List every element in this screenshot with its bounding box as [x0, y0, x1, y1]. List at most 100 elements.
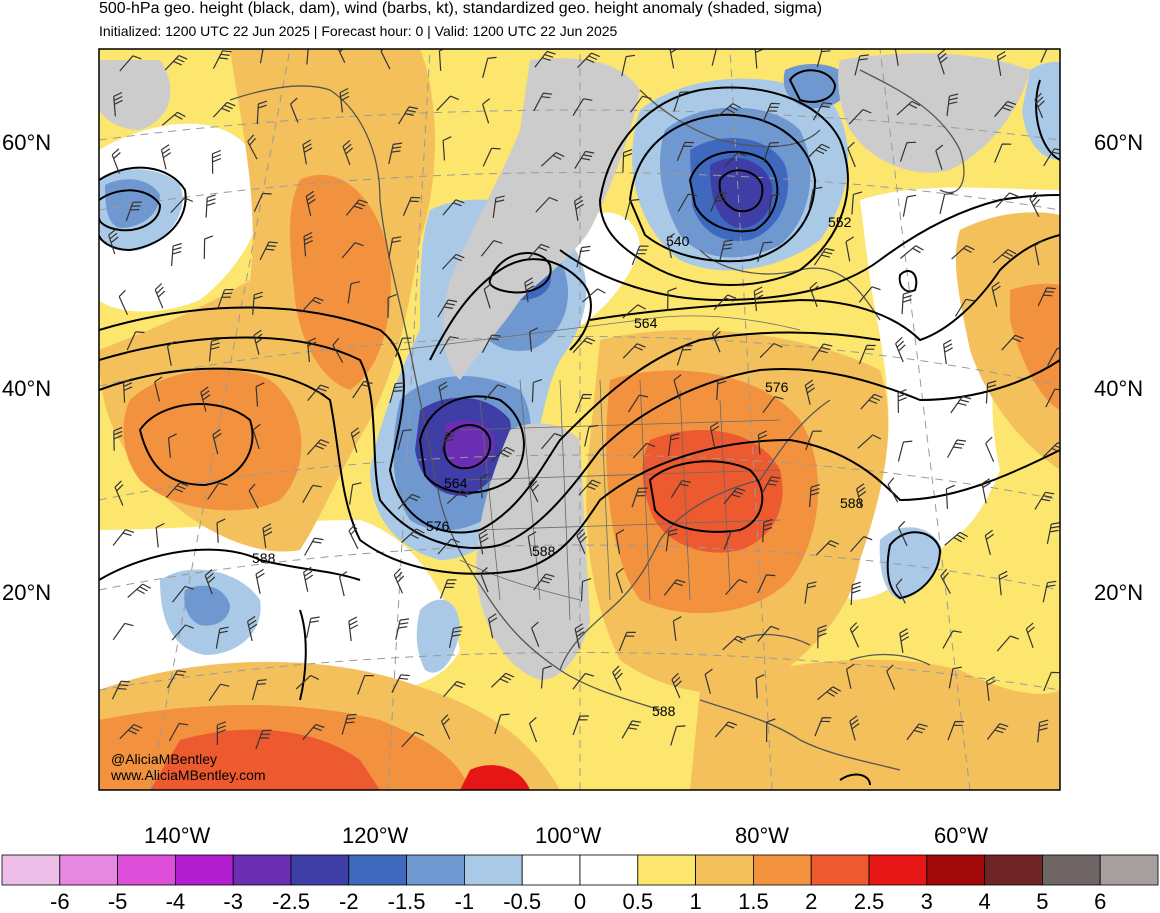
wind-barb: [857, 434, 882, 449]
colorbar-label: -6: [50, 889, 70, 913]
wind-barb: [305, 190, 316, 217]
colorbar-label: -4: [166, 889, 186, 913]
wind-barb: [761, 476, 781, 495]
wind-barb: [854, 54, 869, 76]
wind-barb: [1037, 287, 1056, 307]
wind-barb: [438, 381, 448, 407]
colorbar-swatch: [579, 854, 639, 886]
wind-barb: [441, 431, 456, 453]
colorbar: [1, 854, 1159, 886]
wind-barb: [528, 476, 540, 503]
contour-label: 564: [444, 475, 468, 491]
wind-barb: [337, 49, 346, 64]
wind-barb: [574, 623, 585, 649]
wind-barb: [533, 92, 553, 112]
wind-barb: [208, 338, 221, 362]
wind-barb: [205, 194, 216, 218]
wind-barb: [809, 281, 819, 308]
colorbar-swatch: [753, 854, 812, 886]
wind-barb: [940, 568, 951, 594]
wind-barb: [1042, 580, 1057, 603]
wind-barb: [817, 624, 827, 649]
wind-barb: [902, 194, 917, 217]
colorbar-label: -5: [108, 889, 128, 913]
wind-barb: [440, 714, 451, 740]
lat-label-right: 20°N: [1094, 580, 1143, 605]
colorbar-swatch: [1, 854, 61, 886]
colorbar-swatch: [59, 854, 118, 886]
wind-barb: [900, 245, 924, 259]
map-subtitle: Initialized: 1200 UTC 22 Jun 2025 | Fore…: [99, 23, 618, 39]
wind-barb: [627, 394, 649, 413]
wind-barb: [618, 631, 636, 652]
colorbar-label: -0.5: [503, 889, 541, 913]
anomaly-positive-region: [290, 174, 391, 390]
colorbar-swatch: [984, 854, 1043, 886]
wind-barb: [541, 432, 564, 450]
wind-barb: [387, 293, 397, 318]
colorbar-labels: -6 -5 -4 -3 -2.5 -2 -1.5 -1 -0.5 0 0.5 1 1.5 2 2.5 3 4 5 6: [50, 889, 1106, 913]
wind-barb: [763, 141, 779, 163]
wind-barb: [255, 382, 265, 407]
wind-barb: [630, 95, 652, 113]
colorbar-swatch: [637, 854, 696, 886]
wind-barb: [849, 715, 860, 741]
wind-barb: [663, 579, 686, 596]
wind-barb: [723, 151, 747, 168]
wind-barb: [527, 243, 550, 260]
colorbar-label: 1: [689, 889, 701, 913]
contour-label: 576: [765, 379, 789, 395]
wind-barb: [1025, 622, 1035, 649]
anomaly-negative-region: [783, 64, 850, 109]
wind-barb: [212, 101, 236, 118]
wind-barb: [247, 615, 258, 642]
colorbar-label: 2.5: [854, 889, 885, 913]
colorbar-label: 4: [978, 889, 990, 913]
wind-barb: [994, 143, 1012, 163]
colorbar-swatch: [174, 854, 234, 886]
wind-barb: [302, 484, 322, 504]
wind-barb: [295, 674, 320, 690]
anomaly-negative-region: [1022, 61, 1060, 161]
wind-barb: [848, 109, 872, 125]
colorbar-swatch: [406, 854, 465, 886]
wind-barb: [986, 723, 1009, 740]
wind-barb: [804, 379, 815, 405]
wind-barb: [666, 233, 675, 259]
wind-barb: [755, 674, 765, 699]
wind-barb: [996, 50, 1007, 76]
wind-barb: [887, 477, 899, 503]
wind-barb: [937, 49, 948, 75]
wind-barb: [127, 583, 151, 598]
wind-barb: [577, 52, 600, 69]
wind-barb: [677, 193, 698, 212]
wind-barb: [935, 144, 944, 170]
wind-barb: [985, 436, 995, 462]
wind-barb: [723, 530, 741, 550]
wind-barb: [811, 343, 833, 361]
wind-barb: [714, 721, 738, 738]
wind-barb: [438, 49, 445, 71]
wind-barb: [167, 433, 177, 458]
wind-barb: [531, 379, 543, 403]
colorbar-label: 6: [1094, 889, 1106, 913]
colorbar-label: -2: [339, 889, 359, 913]
wind-barb: [348, 523, 359, 550]
wind-barb: [484, 384, 507, 401]
wind-barb: [850, 536, 873, 552]
wind-barb: [247, 134, 258, 160]
wind-barb: [584, 424, 598, 447]
wind-barb: [401, 528, 425, 543]
wind-barb: [766, 718, 776, 743]
wind-barb: [631, 487, 648, 508]
wind-barb: [1042, 442, 1060, 458]
wind-barb: [481, 334, 501, 353]
wind-barb: [710, 192, 728, 212]
wind-barb: [171, 242, 182, 267]
wind-barb: [1034, 491, 1055, 510]
wind-barb: [259, 49, 264, 64]
wind-barb: [947, 439, 967, 458]
wind-barb: [154, 283, 166, 309]
wind-barb: [847, 141, 856, 168]
wind-barb: [388, 142, 403, 165]
